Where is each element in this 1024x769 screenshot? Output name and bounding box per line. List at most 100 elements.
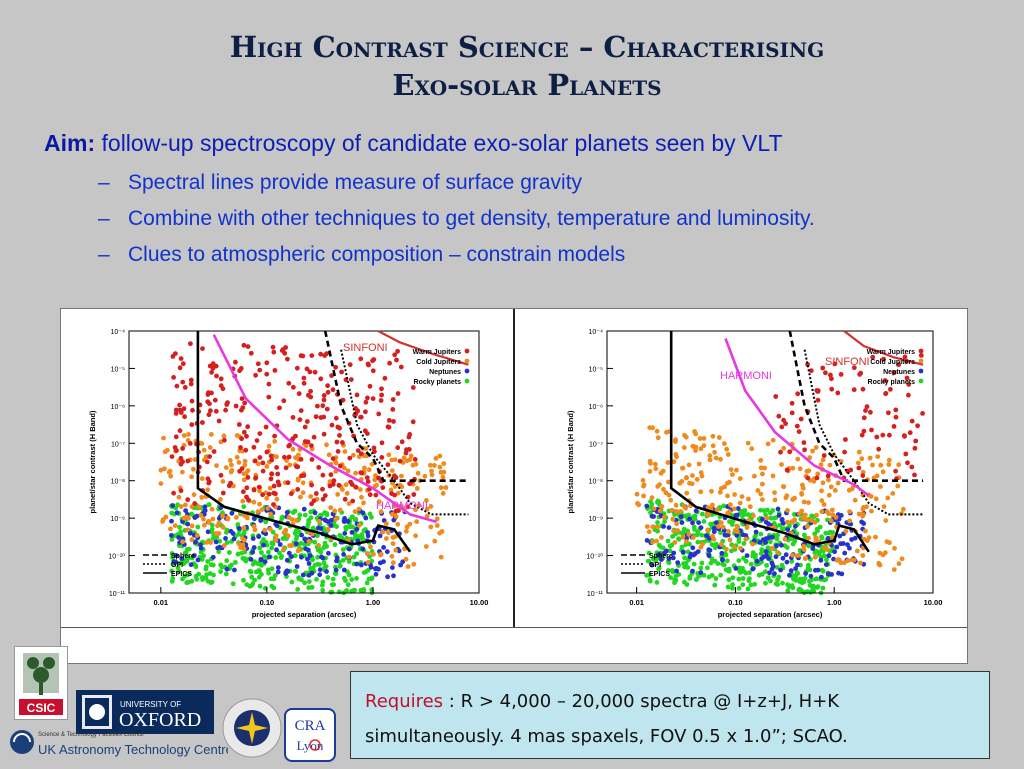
- planet-point: [279, 516, 285, 522]
- planet-point: [414, 519, 420, 525]
- planet-point: [179, 556, 185, 561]
- planet-point: [200, 577, 206, 582]
- planet-point: [819, 488, 824, 494]
- planet-point: [213, 408, 219, 414]
- planet-point: [330, 387, 336, 393]
- oxford-top-text: UNIVERSITY OF: [120, 700, 181, 709]
- planet-point: [675, 560, 681, 565]
- planet-point: [398, 562, 403, 568]
- planet-point: [674, 521, 680, 527]
- planet-point: [799, 491, 805, 497]
- planet-point: [845, 542, 850, 548]
- planet-point: [822, 545, 827, 551]
- plot-frame: [128, 330, 480, 594]
- planet-point: [256, 568, 262, 573]
- planet-point: [876, 446, 882, 452]
- planet-point: [855, 460, 861, 466]
- planet-point: [185, 572, 191, 578]
- planet-point: [881, 356, 886, 362]
- planet-point: [223, 465, 229, 470]
- planet-point: [235, 551, 241, 557]
- planet-point: [244, 485, 250, 491]
- planet-point: [390, 560, 396, 566]
- planet-point: [236, 460, 242, 465]
- planet-point: [265, 567, 271, 573]
- planet-point: [667, 543, 673, 549]
- planet-point: [717, 489, 723, 495]
- planet-point: [282, 454, 287, 460]
- planet-point: [847, 545, 852, 551]
- planet-point: [737, 476, 743, 481]
- planet-point: [285, 480, 291, 486]
- planet-point: [344, 491, 350, 496]
- planet-point: [699, 473, 705, 479]
- planet-point: [806, 468, 812, 474]
- planet-point: [346, 554, 352, 560]
- aim-label: Aim:: [44, 130, 96, 156]
- planet-point: [265, 505, 271, 511]
- planet-point: [213, 531, 219, 536]
- planet-point: [384, 521, 389, 526]
- planet-point: [272, 368, 278, 373]
- planet-point: [780, 526, 785, 532]
- planet-point: [241, 429, 247, 435]
- planet-point: [892, 545, 897, 551]
- planet-point: [379, 455, 385, 460]
- planet-point: [718, 486, 724, 491]
- planet-point: [808, 573, 814, 579]
- legend-pop-marker: [464, 368, 470, 374]
- planet-point: [775, 582, 780, 587]
- legend-pop-marker: [464, 348, 470, 354]
- planet-point: [183, 502, 188, 508]
- legend-pop-marker: [918, 348, 924, 354]
- planet-point: [206, 502, 212, 507]
- y-tick-label: 10⁻⁶: [111, 404, 125, 411]
- legend-pop-marker: [918, 358, 924, 364]
- planet-point: [646, 572, 652, 578]
- planet-point: [801, 579, 807, 585]
- planet-point: [813, 535, 819, 541]
- planet-point: [244, 582, 250, 587]
- planet-point: [271, 490, 277, 496]
- planet-point: [815, 471, 821, 477]
- planet-point: [285, 356, 290, 362]
- planet-point: [335, 449, 341, 454]
- planet-point: [324, 351, 329, 357]
- planet-point: [890, 491, 896, 496]
- planet-point: [362, 465, 367, 471]
- planet-point: [854, 548, 860, 554]
- requires-box: Requires : R > 4,000 – 20,000 spectra @ …: [350, 671, 990, 759]
- slide-title: High Contrast Science – Characterising E…: [0, 28, 1024, 104]
- planet-point: [830, 507, 835, 513]
- planet-point: [856, 511, 862, 517]
- y-tick-label: 10⁻⁵: [111, 366, 125, 373]
- planet-point: [745, 512, 751, 517]
- planet-point: [324, 544, 329, 549]
- planet-point: [696, 520, 701, 525]
- planet-point: [365, 361, 371, 367]
- planet-point: [813, 445, 819, 450]
- planet-point: [655, 484, 661, 489]
- planet-point: [284, 557, 290, 563]
- planet-point: [200, 346, 205, 351]
- planet-point: [829, 376, 834, 382]
- planet-point: [734, 523, 740, 529]
- planet-point: [819, 534, 824, 540]
- planet-point: [286, 550, 292, 556]
- planet-point: [846, 487, 852, 493]
- planet-point: [275, 569, 281, 575]
- planet-point: [296, 547, 302, 552]
- planet-point: [273, 555, 279, 560]
- planet-point: [724, 546, 729, 552]
- y-tick-label: 10⁻¹⁰: [108, 553, 125, 561]
- planet-point: [693, 551, 698, 556]
- planet-point: [783, 552, 789, 558]
- title-line-1: High Contrast Science – Characterising: [229, 30, 825, 64]
- planet-point: [204, 459, 210, 465]
- planet-point: [271, 483, 277, 489]
- planet-point: [300, 480, 306, 486]
- planet-point: [353, 516, 359, 522]
- planet-point: [773, 394, 779, 399]
- gpi-curve: [803, 349, 924, 516]
- planet-point: [725, 558, 730, 564]
